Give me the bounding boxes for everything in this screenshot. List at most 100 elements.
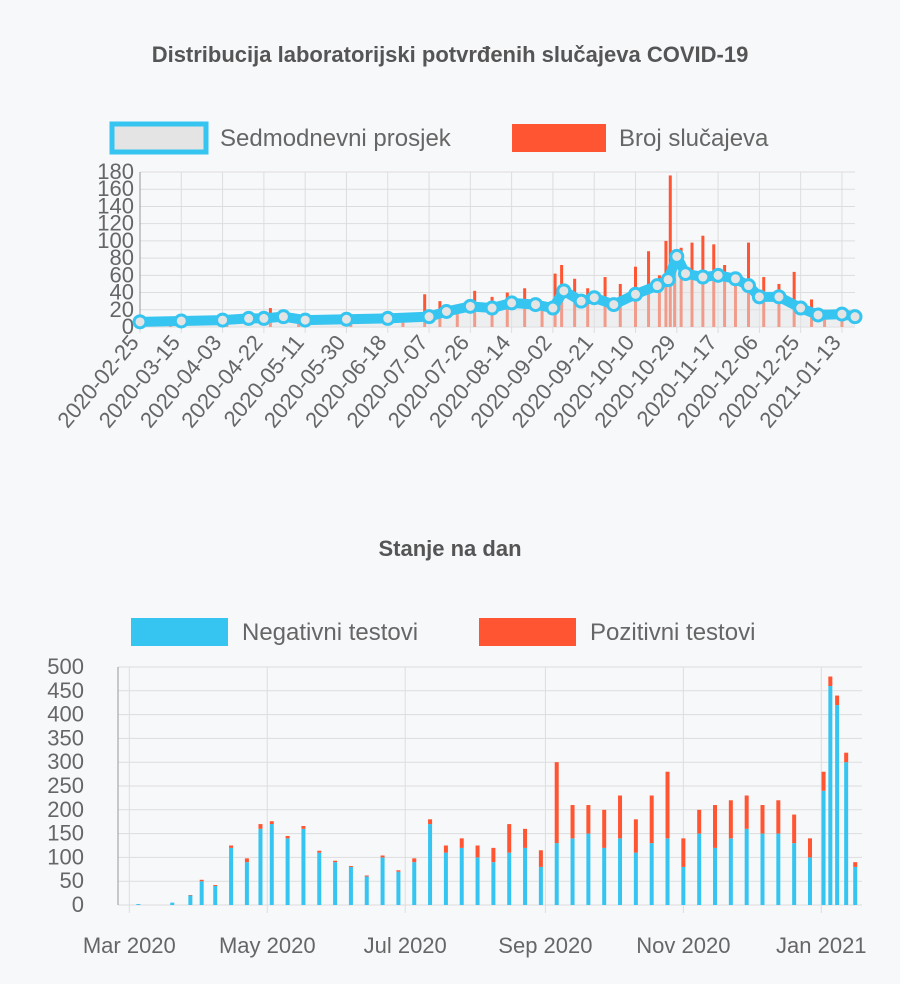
negative-bar <box>443 852 448 905</box>
legend-swatch-positive <box>479 618 576 646</box>
positive-bar <box>649 795 654 844</box>
average-point <box>573 293 589 309</box>
average-point <box>649 278 665 294</box>
negative-bar <box>586 833 591 905</box>
y-tick-label: 50 <box>60 868 84 893</box>
x-tick-label: Jul 2020 <box>364 933 447 958</box>
negative-bar <box>618 838 623 905</box>
negative-bar <box>348 866 353 905</box>
negative-bar <box>491 862 496 905</box>
positive-bar <box>821 771 826 791</box>
legend-label-average: Sedmodnevni prosjek <box>220 125 452 152</box>
positive-bar <box>244 858 249 863</box>
positive-bar <box>554 762 559 844</box>
positive-bar <box>507 824 512 853</box>
average-point <box>727 271 743 287</box>
x-tick-label: Mar 2020 <box>83 933 176 958</box>
negative-bar <box>136 904 141 905</box>
average-point <box>338 311 354 327</box>
positive-bar <box>633 819 638 853</box>
cases-distribution-plot: 0204060801001201401601802020-02-252020-0… <box>52 121 863 432</box>
negative-bar <box>570 838 575 905</box>
average-point <box>677 266 693 282</box>
y-tick-label: 100 <box>47 844 84 869</box>
negative-bar <box>602 847 607 905</box>
positive-bar <box>744 795 749 829</box>
y-tick-label: 450 <box>47 678 84 703</box>
positive-bar <box>364 875 369 877</box>
average-point <box>695 269 711 285</box>
y-tick-label: 250 <box>47 773 84 798</box>
positive-bar <box>618 795 623 839</box>
y-tick-label: 300 <box>47 749 84 774</box>
y-tick-label: 500 <box>47 654 84 679</box>
y-tick-label: 150 <box>47 821 84 846</box>
average-point <box>660 272 676 288</box>
negative-bar <box>396 871 401 905</box>
negative-bar <box>713 847 718 905</box>
positive-bar <box>443 845 448 853</box>
positive-bar <box>301 825 306 829</box>
negative-bar <box>258 828 263 905</box>
negative-bar <box>301 828 306 905</box>
positive-bar <box>602 809 607 848</box>
negative-bar <box>760 833 765 905</box>
x-tick-label: Jan 2021 <box>776 933 867 958</box>
positive-bar <box>776 800 781 834</box>
negative-bar <box>459 847 464 905</box>
negative-bar <box>665 838 670 905</box>
positive-bar <box>258 824 263 829</box>
negative-bar <box>380 857 385 905</box>
legend-label-positive: Pozitivni testovi <box>590 619 755 646</box>
negative-bar <box>681 866 686 905</box>
negative-bar <box>792 843 797 905</box>
average-point <box>710 267 726 283</box>
positive-bar <box>807 838 812 858</box>
chart-title: Stanje na dan <box>378 536 522 561</box>
average-point <box>741 278 757 294</box>
positive-bar <box>853 862 858 867</box>
positive-bar <box>380 855 385 858</box>
legend-swatch-average <box>109 121 209 155</box>
y-tick-label: 40 <box>110 280 134 305</box>
positive-bar <box>199 879 204 882</box>
cases-distribution-chart: Distribucija laboratorijski potvrđenih s… <box>52 42 863 432</box>
legend-label-cases: Broj slučajeva <box>619 125 769 152</box>
positive-bar <box>269 821 274 825</box>
negative-bar <box>744 828 749 905</box>
legend-swatch-cases <box>512 124 606 152</box>
positive-bar <box>586 805 591 834</box>
positive-bar <box>396 870 401 872</box>
x-tick-label: Sep 2020 <box>498 933 592 958</box>
negative-bar <box>835 705 840 905</box>
positive-bar <box>728 800 733 839</box>
average-point <box>834 306 850 322</box>
y-tick-label: 60 <box>110 262 134 287</box>
negative-bar <box>244 862 249 905</box>
average-point <box>847 309 863 325</box>
positive-bar <box>475 845 480 858</box>
legend-label-negative: Negativni testovi <box>242 619 418 646</box>
negative-bar <box>213 885 218 905</box>
positive-bar <box>570 805 575 839</box>
positive-bar <box>523 828 528 848</box>
y-tick-label: 400 <box>47 702 84 727</box>
average-point <box>545 300 561 316</box>
negative-bar <box>269 824 274 905</box>
average-point <box>556 283 572 299</box>
positive-bar <box>285 835 290 839</box>
negative-bar <box>821 790 826 905</box>
positive-bar <box>317 850 322 853</box>
negative-bar <box>507 852 512 905</box>
average-point <box>132 314 148 330</box>
negative-bar <box>633 852 638 905</box>
negative-bar <box>728 838 733 905</box>
positive-bar <box>760 805 765 834</box>
negative-bar <box>697 833 702 905</box>
daily-status-chart: Stanje na dan 0 50 100 150 200 250 300 350 400 45… <box>0 500 900 984</box>
negative-bar <box>475 857 480 905</box>
negative-bar <box>333 862 338 905</box>
average-point <box>528 297 544 313</box>
y-tick-label: 0 <box>122 314 134 339</box>
average-point <box>606 297 622 313</box>
